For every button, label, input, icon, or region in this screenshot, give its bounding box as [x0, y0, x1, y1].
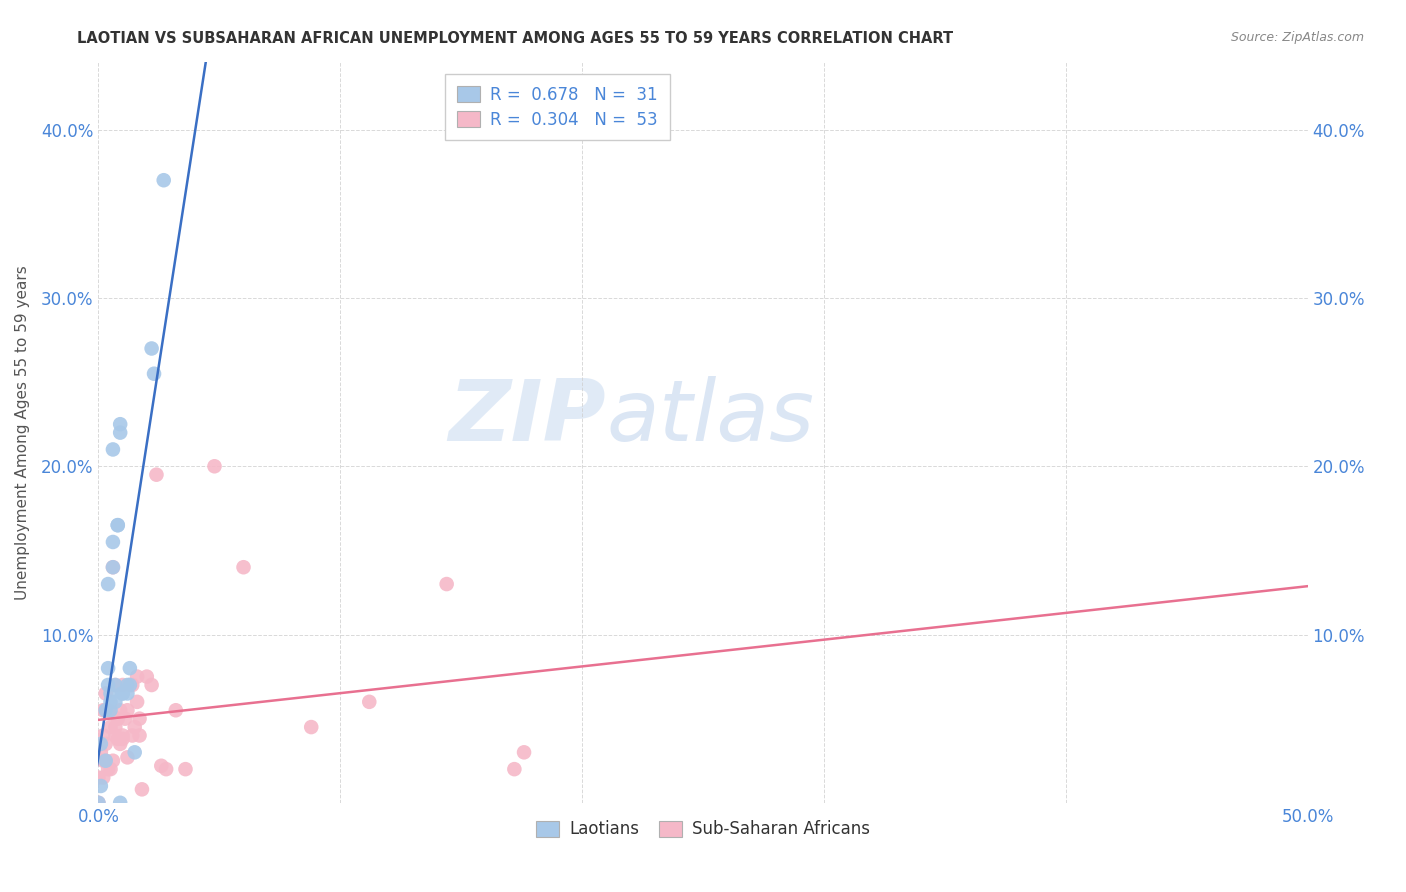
Point	[100, 720, 122, 734]
Text: atlas: atlas	[606, 376, 814, 459]
Point	[101, 535, 124, 549]
Text: Source: ZipAtlas.com: Source: ZipAtlas.com	[1230, 31, 1364, 45]
Point	[118, 678, 141, 692]
Point	[359, 695, 381, 709]
Point	[104, 720, 127, 734]
Point	[117, 703, 139, 717]
Point	[165, 703, 187, 717]
Point	[90, 737, 112, 751]
Point	[94, 703, 117, 717]
Point	[90, 745, 112, 759]
Point	[97, 703, 120, 717]
Point	[107, 731, 129, 746]
Point	[107, 518, 129, 533]
Point	[117, 686, 139, 700]
Point	[127, 695, 149, 709]
Point	[503, 762, 526, 776]
Point	[118, 678, 141, 692]
Point	[108, 703, 131, 717]
Point	[101, 442, 124, 457]
Point	[141, 678, 163, 692]
Point	[141, 342, 163, 356]
Point	[104, 729, 127, 743]
Point	[107, 518, 129, 533]
Point	[104, 678, 127, 692]
Point	[174, 762, 197, 776]
Point	[114, 712, 136, 726]
Point	[155, 762, 177, 776]
Point	[97, 577, 120, 591]
Point	[118, 661, 141, 675]
Y-axis label: Unemployment Among Ages 55 to 59 years: Unemployment Among Ages 55 to 59 years	[15, 265, 30, 600]
Point	[101, 560, 124, 574]
Point	[107, 712, 129, 726]
Point	[91, 703, 114, 717]
Point	[111, 731, 134, 746]
Point	[204, 459, 226, 474]
Point	[104, 678, 127, 692]
Text: LAOTIAN VS SUBSAHARAN AFRICAN UNEMPLOYMENT AMONG AGES 55 TO 59 YEARS CORRELATION: LAOTIAN VS SUBSAHARAN AFRICAN UNEMPLOYME…	[77, 31, 953, 46]
Point	[111, 686, 134, 700]
Point	[91, 754, 114, 768]
Point	[131, 782, 153, 797]
Point	[143, 367, 166, 381]
Point	[128, 712, 150, 726]
Point	[152, 173, 174, 187]
Point	[100, 695, 122, 709]
Point	[121, 729, 143, 743]
Point	[100, 762, 122, 776]
Point	[97, 678, 120, 692]
Point	[94, 686, 117, 700]
Point	[94, 737, 117, 751]
Point	[127, 670, 149, 684]
Point	[135, 670, 157, 684]
Point	[91, 729, 114, 743]
Legend: Laotians, Sub-Saharan Africans: Laotians, Sub-Saharan Africans	[524, 809, 882, 850]
Point	[111, 686, 134, 700]
Point	[97, 703, 120, 717]
Point	[87, 796, 110, 810]
Point	[108, 425, 131, 440]
Point	[232, 560, 254, 574]
Point	[108, 417, 131, 432]
Point	[436, 577, 458, 591]
Point	[150, 758, 173, 772]
Point	[108, 737, 131, 751]
Text: ZIP: ZIP	[449, 376, 606, 459]
Point	[111, 678, 134, 692]
Point	[101, 754, 124, 768]
Point	[87, 796, 110, 810]
Point	[87, 771, 110, 785]
Point	[100, 703, 122, 717]
Point	[128, 729, 150, 743]
Point	[101, 560, 124, 574]
Point	[145, 467, 167, 482]
Point	[121, 678, 143, 692]
Point	[97, 762, 120, 776]
Point	[100, 686, 122, 700]
Point	[94, 754, 117, 768]
Point	[117, 750, 139, 764]
Point	[104, 695, 127, 709]
Point	[124, 745, 146, 759]
Point	[90, 779, 112, 793]
Point	[513, 745, 536, 759]
Point	[91, 771, 114, 785]
Point	[94, 754, 117, 768]
Point	[117, 678, 139, 692]
Point	[97, 661, 120, 675]
Point	[124, 720, 146, 734]
Point	[111, 729, 134, 743]
Point	[108, 796, 131, 810]
Point	[299, 720, 322, 734]
